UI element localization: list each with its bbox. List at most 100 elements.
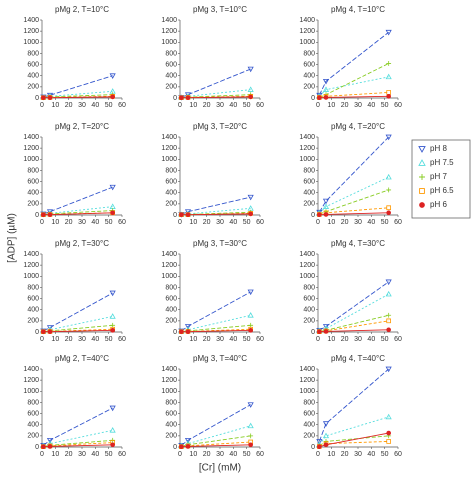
axes: [179, 20, 260, 99]
y-tick-label: 0: [35, 444, 39, 451]
data-point: [385, 366, 392, 373]
y-tick-label: 1400: [161, 366, 177, 373]
data-point: [323, 442, 329, 448]
panel-title: pMg 3, T=20°C: [193, 122, 247, 131]
x-tick-label: 60: [256, 336, 264, 343]
legend-label: pH 8: [430, 144, 447, 153]
x-tick-label: 30: [216, 336, 224, 343]
series-line: [318, 31, 389, 96]
data-point: [386, 61, 392, 66]
y-tick-label: 0: [311, 329, 315, 336]
panel-title: pMg 2, T=30°C: [55, 239, 109, 248]
y-tick-label: 600: [27, 295, 39, 302]
data-point: [323, 95, 329, 100]
y-tick-label: 400: [27, 73, 39, 80]
x-tick-label: 30: [354, 219, 362, 226]
x-tick-label: 30: [216, 451, 224, 458]
x-tick-label: 10: [189, 102, 197, 109]
legend-label: pH 6: [430, 200, 447, 209]
y-tick-label: 800: [27, 399, 39, 406]
y-tick-label: 1200: [161, 377, 177, 384]
panel-title: pMg 4, T=10°C: [331, 5, 385, 14]
x-tick-label: 50: [381, 336, 389, 343]
y-tick-label: 1400: [299, 17, 315, 24]
data-point: [109, 290, 116, 297]
x-tick-label: 0: [178, 102, 182, 109]
data-point: [322, 203, 330, 209]
y-tick-label: 600: [303, 178, 315, 185]
x-tick-label: 0: [316, 336, 320, 343]
x-tick-label: 10: [51, 451, 59, 458]
data-point: [185, 95, 191, 101]
data-point: [247, 402, 254, 408]
legend-label: pH 7.5: [430, 158, 454, 167]
y-tick-label: 600: [303, 295, 315, 302]
panel-title: pMg 3, T=30°C: [193, 239, 247, 248]
x-tick-label: 50: [381, 219, 389, 226]
panel-title: pMg 2, T=20°C: [55, 122, 109, 131]
data-point: [109, 427, 116, 433]
legend-marker: [419, 174, 425, 180]
data-point: [46, 325, 54, 331]
data-point: [41, 212, 46, 218]
series-line: [318, 416, 389, 446]
x-tick-label: 40: [367, 336, 375, 343]
axes: [41, 20, 122, 99]
data-point: [317, 212, 322, 218]
x-tick-label: 10: [189, 451, 197, 458]
data-point: [386, 327, 391, 333]
data-point: [179, 95, 184, 101]
x-tick-label: 20: [341, 102, 349, 109]
series-line: [43, 206, 113, 215]
y-tick-label: 1200: [23, 262, 39, 269]
y-tick-label: 400: [27, 307, 39, 314]
series-line: [319, 176, 389, 214]
x-tick-label: 50: [105, 451, 113, 458]
y-tick-label: 1200: [23, 145, 39, 152]
panel-title: pMg 4, T=40°C: [331, 354, 385, 363]
x-tick-label: 20: [65, 451, 73, 458]
y-tick-label: 400: [303, 307, 315, 314]
x-tick-label: 50: [381, 451, 389, 458]
y-tick-label: 1400: [23, 251, 39, 258]
series-line: [43, 186, 113, 215]
data-point: [317, 444, 322, 450]
x-tick-label: 0: [40, 451, 44, 458]
y-tick-label: 1200: [23, 28, 39, 35]
y-tick-label: 800: [303, 284, 315, 291]
y-tick-label: 1200: [161, 145, 177, 152]
y-tick-label: 200: [165, 433, 177, 440]
y-tick-label: 800: [303, 167, 315, 174]
data-point: [41, 444, 46, 450]
x-tick-label: 50: [243, 451, 251, 458]
data-point: [109, 405, 116, 412]
y-tick-label: 400: [165, 190, 177, 197]
series-line: [181, 207, 251, 216]
data-point: [386, 318, 391, 324]
y-tick-label: 600: [27, 410, 39, 417]
axes: [41, 254, 122, 333]
y-tick-label: 0: [35, 329, 39, 336]
data-point: [323, 212, 329, 217]
y-tick-label: 600: [303, 61, 315, 68]
y-tick-label: 1000: [161, 388, 177, 395]
series-line: [319, 281, 389, 331]
series-line: [43, 292, 113, 332]
y-tick-label: 1200: [161, 28, 177, 35]
x-tick-label: 50: [243, 219, 251, 226]
y-tick-label: 800: [165, 399, 177, 406]
data-point: [41, 95, 46, 101]
y-tick-label: 200: [303, 318, 315, 325]
data-point: [317, 329, 322, 335]
y-tick-label: 0: [173, 444, 177, 451]
x-tick-label: 40: [229, 102, 237, 109]
series-line: [43, 75, 113, 98]
x-tick-label: 0: [40, 102, 44, 109]
data-point: [386, 205, 391, 211]
y-tick-label: 800: [27, 50, 39, 57]
y-tick-label: 800: [303, 399, 315, 406]
x-tick-label: 20: [203, 102, 211, 109]
data-point: [385, 413, 392, 420]
y-tick-label: 200: [165, 318, 177, 325]
data-point: [386, 312, 392, 318]
